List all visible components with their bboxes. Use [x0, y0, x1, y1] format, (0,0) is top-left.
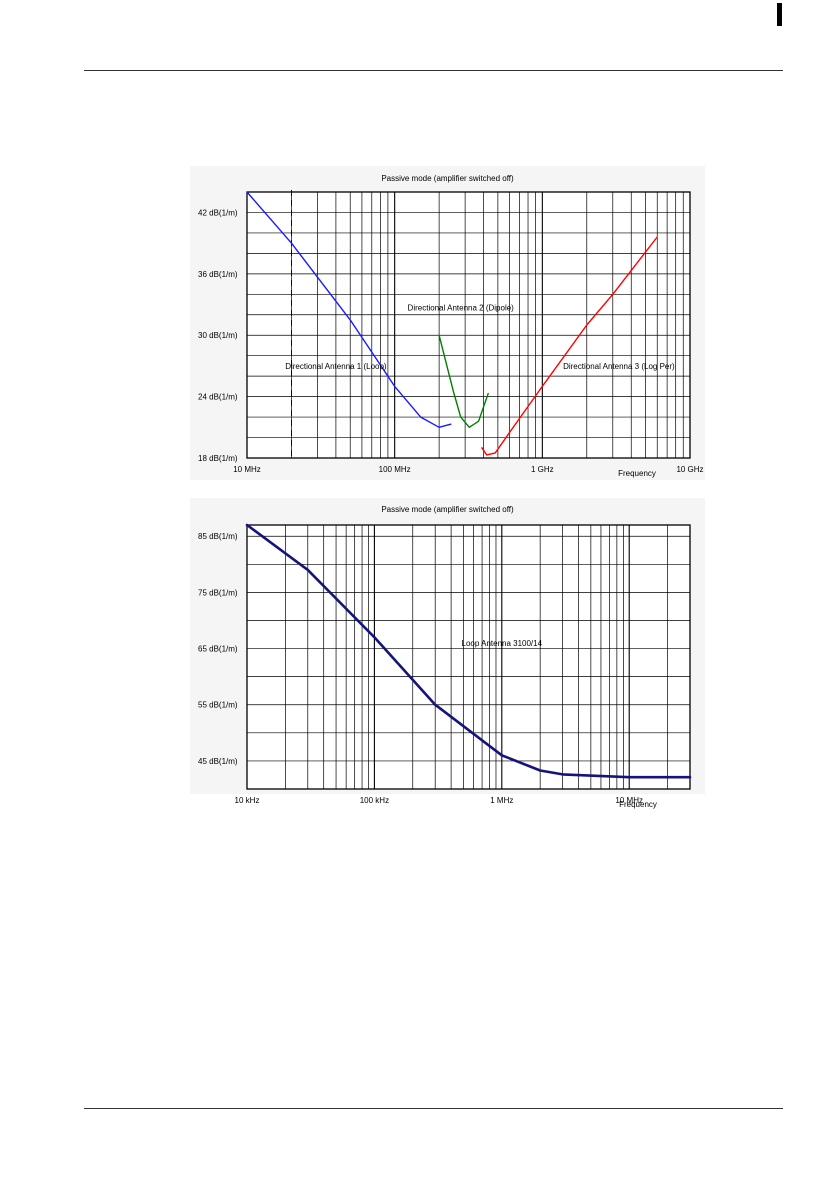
- chart2-series-line-1: [245, 523, 692, 779]
- chart1-y-tick-label: 42 dB(1/m): [198, 208, 238, 217]
- chart1-plot-area: [246, 191, 691, 459]
- chart1-x-tick-label: 100 MHz: [379, 465, 411, 474]
- footer-rule: [84, 1108, 783, 1109]
- chart1-y-tick-label: 18 dB(1/m): [198, 454, 238, 463]
- chart2-plot-area: [246, 524, 691, 790]
- chart1-series-line-1: [246, 191, 452, 428]
- chart1-x-tick-label: 10 GHz: [676, 465, 703, 474]
- chart2-x-axis-label: Frequency: [619, 800, 657, 809]
- chart1-x-axis-label: Frequency: [618, 469, 656, 478]
- chart2-title: Passive mode (amplifier switched off): [381, 505, 514, 514]
- chart2-x-tick-label: 10 MHz: [615, 796, 643, 805]
- chart1-x-tick-label: 10 MHz: [233, 465, 261, 474]
- chart1-title: Passive mode (amplifier switched off): [381, 174, 514, 183]
- chart1-annotation-3: Directional Antenna 3 (Log Per): [563, 362, 675, 371]
- chart1-annotation-2: Directional Antenna 2 (Dipole): [408, 304, 515, 313]
- chart1-series-line-3: [481, 236, 658, 456]
- chart1-y-tick-label: 36 dB(1/m): [198, 270, 238, 279]
- chart1-series-line-2: [438, 334, 489, 428]
- chart2-annotation-1: Loop Antenna 3100/14: [462, 639, 543, 648]
- chart1-y-tick-label: 30 dB(1/m): [198, 331, 238, 340]
- chart2-x-tick-label: 10 kHz: [235, 796, 260, 805]
- chart2-y-tick-label: 85 dB(1/m): [198, 532, 238, 541]
- chart1-y-tick-label: 24 dB(1/m): [198, 393, 238, 402]
- chart1-annotation-1: Directional Antenna 1 (Loop): [285, 362, 387, 371]
- chart2-y-tick-label: 55 dB(1/m): [198, 701, 238, 710]
- chart1-x-tick-label: 1 GHz: [531, 465, 554, 474]
- header-rule: [84, 70, 783, 71]
- chart2-x-tick-label: 1 MHz: [490, 796, 513, 805]
- chart2-x-tick-label: 100 kHz: [360, 796, 389, 805]
- chart2-y-tick-label: 75 dB(1/m): [198, 588, 238, 597]
- chart2-y-tick-label: 45 dB(1/m): [198, 757, 238, 766]
- page-edge-marker: [777, 3, 782, 26]
- chart2-y-tick-label: 65 dB(1/m): [198, 645, 238, 654]
